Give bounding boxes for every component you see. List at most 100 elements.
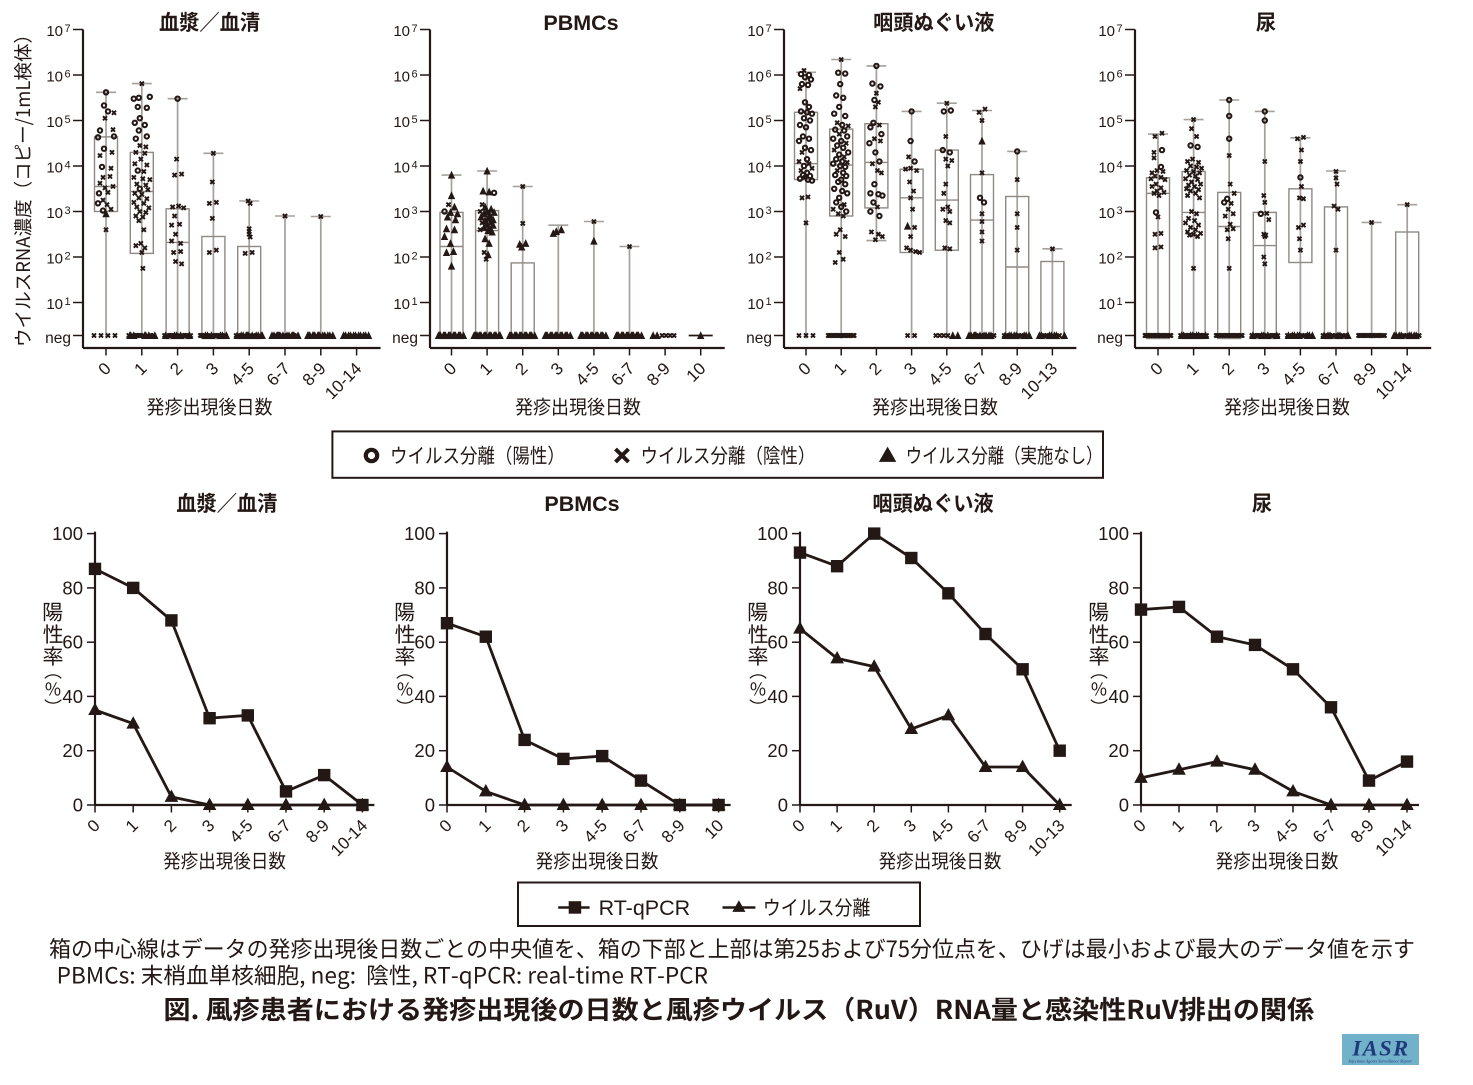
- svg-text:IASR: IASR: [1351, 1036, 1409, 1061]
- svg-text:40: 40: [767, 686, 788, 707]
- svg-text:7: 7: [766, 23, 772, 35]
- svg-text:8-9: 8-9: [658, 816, 689, 847]
- svg-text:10-14: 10-14: [321, 359, 365, 403]
- svg-text:0: 0: [795, 359, 815, 379]
- svg-text:10-13: 10-13: [1017, 359, 1061, 403]
- svg-text:10: 10: [393, 68, 410, 85]
- svg-text:1: 1: [1117, 296, 1123, 308]
- svg-text:3: 3: [766, 205, 772, 217]
- svg-text:20: 20: [1108, 740, 1129, 761]
- svg-text:2: 2: [65, 250, 71, 262]
- svg-text:10: 10: [747, 205, 764, 222]
- svg-text:neg: neg: [392, 330, 418, 347]
- svg-text:10: 10: [683, 359, 710, 386]
- svg-text:4-5: 4-5: [572, 359, 603, 390]
- svg-text:5: 5: [766, 114, 772, 126]
- svg-text:10: 10: [393, 205, 410, 222]
- svg-text:0: 0: [436, 816, 456, 836]
- svg-text:1: 1: [830, 359, 850, 379]
- svg-text:8-9: 8-9: [1347, 816, 1378, 847]
- svg-text:0: 0: [1147, 359, 1167, 379]
- svg-text:40: 40: [62, 686, 83, 707]
- svg-text:10: 10: [1098, 205, 1115, 222]
- svg-text:0: 0: [73, 795, 83, 816]
- svg-text:60: 60: [1108, 632, 1129, 653]
- svg-text:3: 3: [547, 359, 567, 379]
- svg-text:6-7: 6-7: [1314, 359, 1345, 390]
- svg-text:6-7: 6-7: [264, 816, 295, 847]
- svg-text:5: 5: [1117, 114, 1123, 126]
- svg-text:0: 0: [425, 795, 435, 816]
- svg-text:1: 1: [1182, 359, 1202, 379]
- svg-text:neg: neg: [1097, 330, 1123, 347]
- svg-text:40: 40: [414, 686, 435, 707]
- svg-text:0: 0: [778, 795, 788, 816]
- svg-text:6-7: 6-7: [619, 816, 650, 847]
- svg-text:10: 10: [747, 114, 764, 131]
- svg-text:60: 60: [62, 632, 83, 653]
- svg-text:2: 2: [1218, 359, 1238, 379]
- svg-text:40: 40: [1108, 686, 1129, 707]
- svg-text:10: 10: [393, 296, 410, 313]
- svg-text:1: 1: [476, 359, 496, 379]
- svg-text:PBMCs: PBMCs: [544, 492, 619, 516]
- svg-text:10: 10: [46, 250, 63, 267]
- svg-text:20: 20: [767, 740, 788, 761]
- svg-text:10: 10: [46, 159, 63, 176]
- svg-text:10: 10: [1098, 68, 1115, 85]
- svg-text:0: 0: [95, 359, 115, 379]
- svg-text:100: 100: [757, 523, 788, 544]
- svg-text:10: 10: [747, 296, 764, 313]
- svg-text:1: 1: [826, 816, 846, 836]
- svg-text:7: 7: [65, 23, 71, 35]
- svg-text:5: 5: [412, 114, 418, 126]
- svg-text:neg: neg: [746, 330, 772, 347]
- svg-text:80: 80: [767, 577, 788, 598]
- svg-text:3: 3: [552, 816, 572, 836]
- svg-text:7: 7: [412, 23, 418, 35]
- svg-text:6: 6: [1117, 68, 1123, 80]
- svg-text:4-5: 4-5: [1271, 816, 1302, 847]
- svg-text:8-9: 8-9: [1001, 816, 1032, 847]
- svg-text:4: 4: [766, 159, 772, 171]
- svg-text:10: 10: [1098, 296, 1115, 313]
- svg-text:neg: neg: [45, 330, 71, 347]
- svg-text:6-7: 6-7: [960, 359, 991, 390]
- svg-text:10: 10: [747, 250, 764, 267]
- svg-text:10-14: 10-14: [1372, 816, 1416, 860]
- svg-text:3: 3: [1117, 205, 1123, 217]
- svg-text:8-9: 8-9: [643, 359, 674, 390]
- svg-text:6-7: 6-7: [608, 359, 639, 390]
- svg-text:0: 0: [1119, 795, 1129, 816]
- svg-text:4-5: 4-5: [926, 816, 957, 847]
- svg-text:10: 10: [393, 114, 410, 131]
- svg-text:0: 0: [1130, 816, 1150, 836]
- svg-text:60: 60: [414, 632, 435, 653]
- svg-text:6-7: 6-7: [263, 359, 294, 390]
- svg-text:4-5: 4-5: [925, 359, 956, 390]
- svg-text:6: 6: [65, 68, 71, 80]
- svg-text:80: 80: [62, 577, 83, 598]
- svg-text:4: 4: [412, 159, 418, 171]
- svg-text:10: 10: [747, 159, 764, 176]
- svg-text:2: 2: [160, 816, 180, 836]
- svg-text:10: 10: [46, 296, 63, 313]
- svg-text:10: 10: [1098, 159, 1115, 176]
- svg-text:10: 10: [393, 159, 410, 176]
- svg-text:10: 10: [46, 205, 63, 222]
- svg-text:2: 2: [166, 359, 186, 379]
- svg-text:1: 1: [65, 296, 71, 308]
- svg-text:3: 3: [1253, 359, 1273, 379]
- svg-text:10: 10: [46, 68, 63, 85]
- svg-text:6: 6: [766, 68, 772, 80]
- svg-text:2: 2: [513, 816, 533, 836]
- svg-text:1: 1: [122, 816, 142, 836]
- svg-text:3: 3: [202, 359, 222, 379]
- svg-text:20: 20: [414, 740, 435, 761]
- svg-text:10: 10: [1098, 114, 1115, 131]
- svg-text:4-5: 4-5: [580, 816, 611, 847]
- svg-text:10: 10: [747, 68, 764, 85]
- svg-text:3: 3: [198, 816, 218, 836]
- svg-text:4: 4: [65, 159, 71, 171]
- svg-text:6-7: 6-7: [964, 816, 995, 847]
